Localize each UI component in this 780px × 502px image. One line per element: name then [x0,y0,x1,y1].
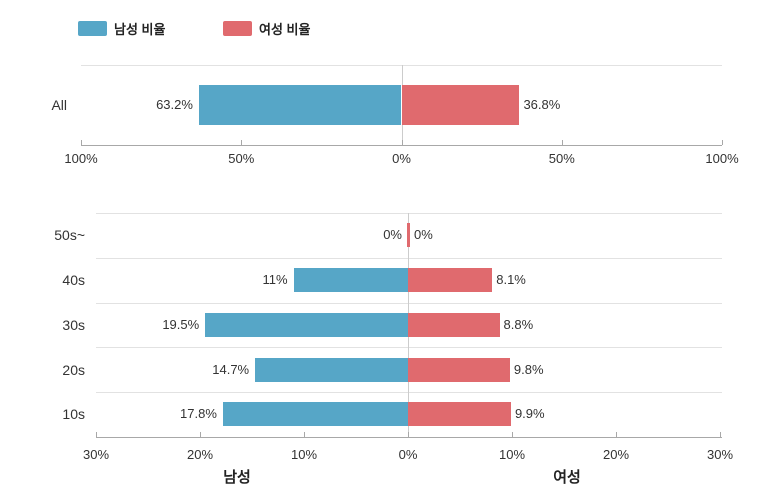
gridline [96,303,722,304]
x-axis-tick [408,432,409,437]
x-axis-line [96,437,722,438]
female-value-label: 9.9% [514,406,545,421]
male-value-label: 11% [262,272,288,287]
x-axis-title-male: 남성 [223,469,251,486]
x-axis-title-female: 여성 [553,469,581,486]
x-axis-tick [96,432,97,437]
x-axis-tick [720,432,721,437]
x-axis-tick [512,432,513,437]
male-legend-swatch-icon [78,21,107,36]
gridline [96,213,722,214]
category-label: 30s [62,317,85,333]
category-label: 40s [62,272,85,288]
x-axis-tick-label: 10% [498,447,526,462]
x-axis-tick [200,432,201,437]
x-axis-tick [81,140,82,145]
x-axis-tick [561,140,563,145]
female-value-label: 9.8% [513,362,544,377]
female-bar [408,268,493,292]
x-axis-tick-label: 30% [82,447,110,462]
male-bar [205,313,408,337]
female-bar [407,223,410,247]
male-value-label: 17.8% [180,406,217,421]
category-label: 10s [62,406,85,422]
male-value-label: 0% [383,227,402,242]
female-value-label: 8.1% [496,272,526,287]
male-bar [222,402,408,426]
male-bar [255,358,408,382]
x-axis-tick-label: 20% [186,447,214,462]
x-axis-tick-label: 50% [228,151,255,166]
x-axis-tick-label: 10% [290,447,318,462]
x-axis-tick [722,140,723,145]
x-axis-tick-label: 20% [602,447,630,462]
gridline [96,258,722,259]
x-axis-tick-label: 0% [392,151,411,166]
category-label: 20s [62,362,85,378]
female-bar [408,313,500,337]
x-axis-tick [401,140,403,145]
male-bar [293,268,408,292]
legend-item-female[interactable]: 여성 비율 [223,19,310,38]
x-axis-tick [241,140,243,145]
x-axis-tick-label: 30% [706,447,734,462]
gridline [96,347,722,348]
male-value-label: 63.2% [156,97,193,112]
male-value-label: 19.5% [162,317,200,332]
gridline [96,392,722,393]
category-label: 50s~ [54,227,85,243]
female-legend-label: 여성 비율 [259,22,311,37]
x-axis-tick-label: 0% [398,447,418,462]
female-legend-swatch-icon [223,21,252,36]
x-axis-tick [304,432,305,437]
male-bar [198,85,402,125]
x-axis-line [81,145,722,146]
female-bar [408,402,511,426]
category-label: All [51,97,67,113]
female-bar [401,85,520,125]
x-axis-tick [616,432,617,437]
x-axis-tick-label: 100% [705,151,739,166]
x-axis-tick-label: 50% [548,151,575,166]
female-value-label: 0% [414,227,433,242]
male-legend-label: 남성 비율 [114,22,166,37]
female-bar [408,358,510,382]
legend-item-male[interactable]: 남성 비율 [78,19,165,38]
female-value-label: 36.8% [523,97,561,112]
male-value-label: 14.7% [212,362,250,377]
x-axis-tick-label: 100% [64,151,98,166]
female-value-label: 8.8% [503,317,534,332]
